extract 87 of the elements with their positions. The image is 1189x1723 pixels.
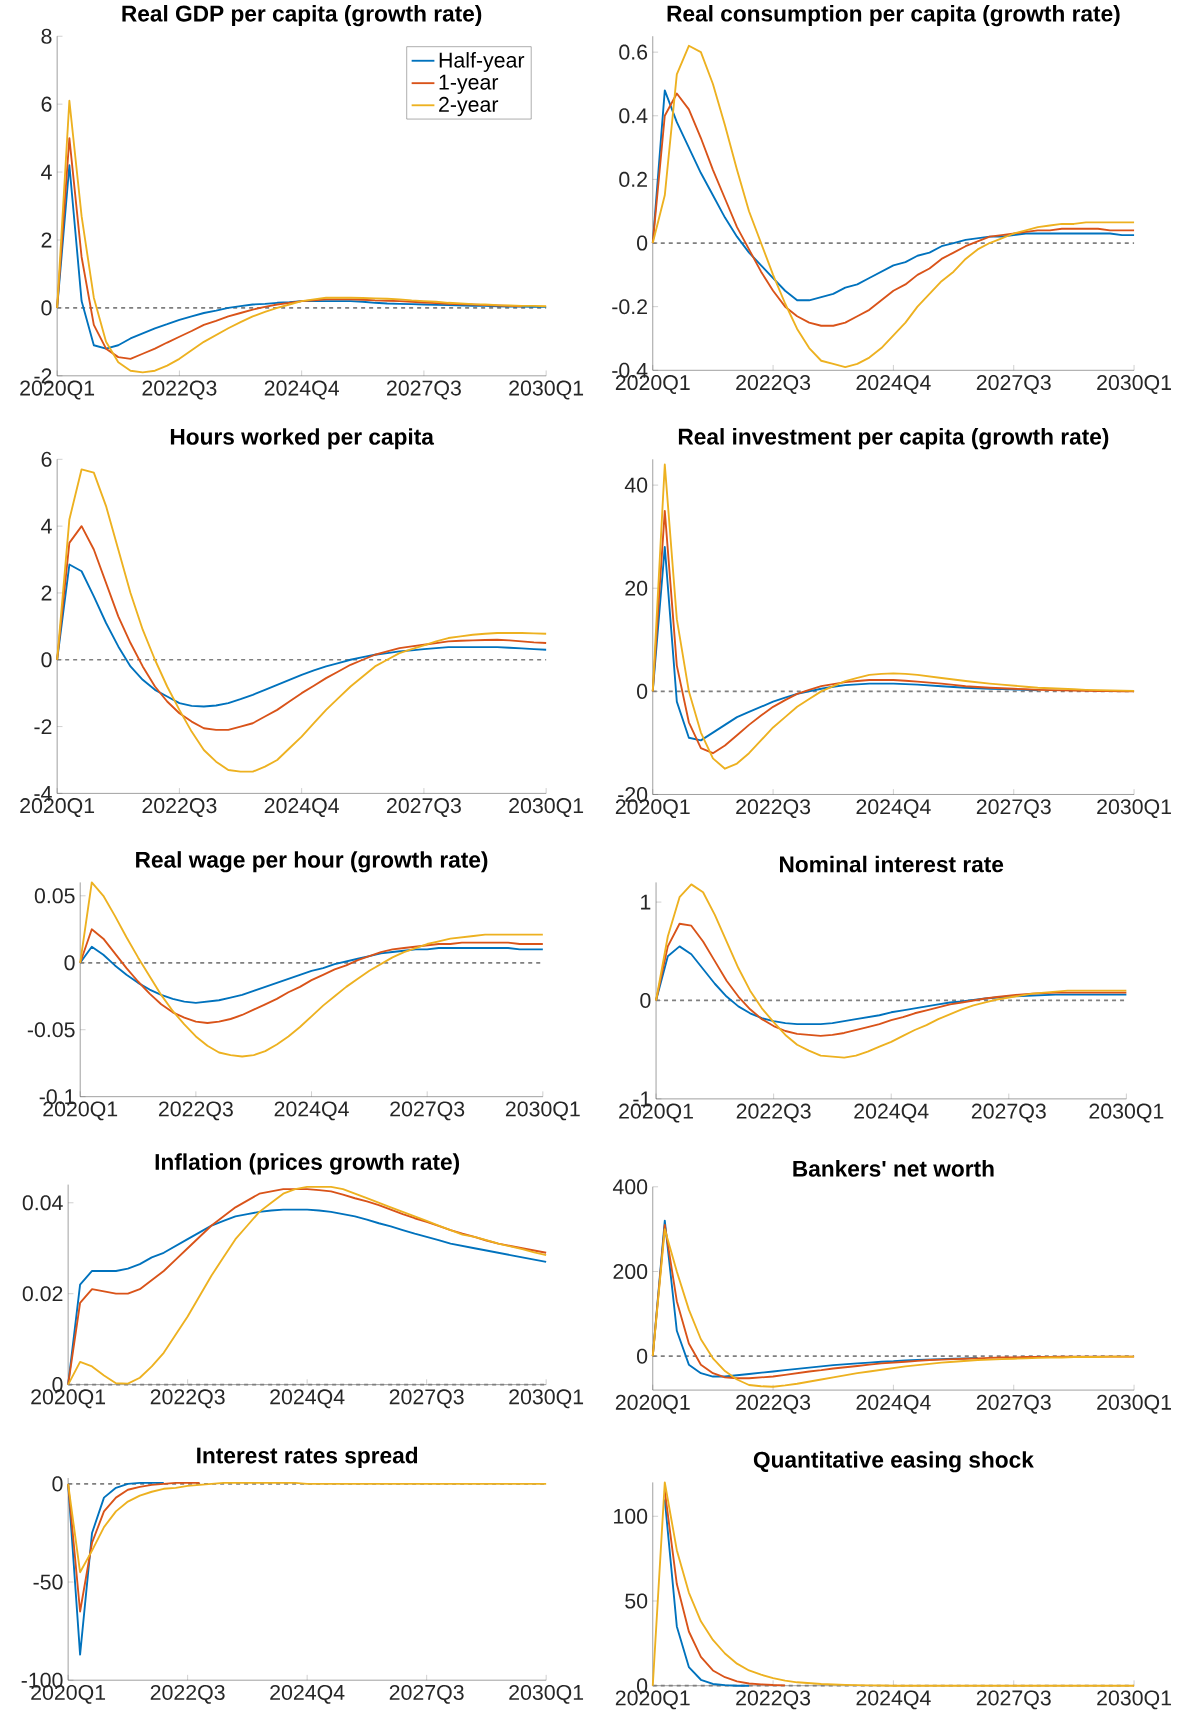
y-tick-label: 0 bbox=[64, 955, 75, 971]
y-tick-label: 0.04 bbox=[22, 1195, 63, 1211]
x-tick-label: 2024Q4 bbox=[274, 1101, 349, 1121]
x-tick-label: 2022Q3 bbox=[736, 799, 811, 819]
x-tick-label: 2030Q1 bbox=[505, 1101, 580, 1121]
legend-label: 1-year bbox=[439, 74, 499, 94]
chart-title: Hours worked per capita bbox=[170, 428, 435, 450]
y-tick-label: 0.05 bbox=[34, 888, 75, 904]
x-tick-label: 2022Q3 bbox=[142, 380, 217, 400]
x-tick-label: 2027Q3 bbox=[387, 798, 461, 818]
x-tick-label: 2030Q1 bbox=[1097, 375, 1171, 394]
x-tick-label: 2024Q4 bbox=[856, 375, 931, 394]
chart-title: Quantitative easing shock bbox=[753, 1451, 1034, 1473]
x-tick-label: 2022Q3 bbox=[158, 1101, 233, 1121]
y-tick-label: 6 bbox=[41, 96, 52, 112]
x-tick-label: 2030Q1 bbox=[509, 380, 584, 400]
y-tick-label: 0.4 bbox=[619, 108, 648, 124]
y-tick-label: 20 bbox=[625, 580, 648, 596]
y-tick-label: 2 bbox=[41, 585, 52, 601]
x-tick-label: 2020Q1 bbox=[615, 1394, 690, 1414]
x-tick-label: 2024Q4 bbox=[270, 1389, 345, 1409]
x-tick-label: 2024Q4 bbox=[854, 1103, 929, 1123]
x-tick-label: 2030Q1 bbox=[1097, 799, 1171, 819]
y-tick-label: 40 bbox=[624, 477, 648, 493]
y-tick-label: 0.6 bbox=[619, 44, 648, 60]
x-tick-label: 2030Q1 bbox=[1089, 1103, 1164, 1123]
line-series bbox=[663, 1489, 787, 1687]
x-tick-label: 2027Q3 bbox=[389, 1684, 464, 1704]
chart-title: Real consumption per capita (growth rate) bbox=[667, 4, 1120, 27]
y-tick-label: 200 bbox=[613, 1263, 648, 1280]
x-tick-label: 2027Q3 bbox=[971, 1103, 1046, 1123]
y-tick-label: 2 bbox=[41, 232, 52, 248]
y-tick-label: -0.05 bbox=[27, 1022, 75, 1038]
chart-title: Inflation (prices growth rate) bbox=[155, 1153, 460, 1175]
y-tick-label: 400 bbox=[612, 1179, 648, 1195]
x-tick-label: 2027Q3 bbox=[389, 1389, 464, 1409]
chart-title: Real wage per hour (growth rate) bbox=[136, 851, 488, 873]
legend-label: Half-year bbox=[439, 52, 525, 72]
y-tick-label: 1 bbox=[641, 894, 651, 910]
chart-title: Bankers' net worth bbox=[793, 1160, 994, 1177]
y-tick-label: 0.2 bbox=[619, 171, 647, 187]
x-tick-label: 2024Q4 bbox=[856, 799, 931, 819]
y-tick-label: 0 bbox=[637, 683, 648, 699]
x-tick-label: 2022Q3 bbox=[142, 798, 217, 818]
x-tick-label: 2024Q4 bbox=[856, 1394, 931, 1414]
y-tick-label: 50 bbox=[625, 1593, 648, 1609]
legend-label: 2-year bbox=[439, 96, 499, 117]
x-tick-label: 2027Q3 bbox=[976, 1394, 1051, 1414]
x-tick-label: 2024Q4 bbox=[264, 380, 339, 400]
y-tick-label: 4 bbox=[41, 518, 52, 534]
chart-title: Real GDP per capita (growth rate) bbox=[122, 4, 482, 27]
x-tick-label: 2030Q1 bbox=[509, 1684, 584, 1704]
y-tick-label: -0.2 bbox=[612, 299, 647, 315]
x-tick-label: 2022Q3 bbox=[736, 1394, 811, 1414]
x-tick-label: 2030Q1 bbox=[1097, 1394, 1171, 1414]
y-tick-label: 0.02 bbox=[22, 1286, 63, 1302]
x-tick-label: 2030Q1 bbox=[509, 1389, 584, 1409]
x-tick-label: 2022Q3 bbox=[736, 1103, 811, 1123]
x-tick-label: 2022Q3 bbox=[736, 1690, 811, 1710]
x-tick-label: 2027Q3 bbox=[976, 375, 1051, 394]
x-tick-label: 2030Q1 bbox=[509, 798, 584, 818]
x-tick-label: 2027Q3 bbox=[976, 1690, 1051, 1710]
x-tick-label: 2022Q3 bbox=[150, 1389, 225, 1409]
y-tick-label: 0 bbox=[637, 235, 648, 251]
y-tick-label: 8 bbox=[41, 28, 52, 44]
y-tick-label: 0 bbox=[41, 652, 52, 668]
chart-title: Interest rates spread bbox=[197, 1446, 418, 1468]
y-tick-label: 0 bbox=[52, 1476, 63, 1492]
y-tick-label: 0 bbox=[637, 1348, 648, 1364]
x-tick-label: 2022Q3 bbox=[150, 1684, 225, 1704]
x-tick-label: 2027Q3 bbox=[390, 1101, 465, 1121]
chart-title: Nominal interest rate bbox=[780, 855, 1004, 873]
y-tick-label: -2 bbox=[34, 719, 52, 735]
y-tick-label: 0 bbox=[41, 300, 52, 316]
y-tick-label: 4 bbox=[41, 164, 52, 180]
y-tick-label: -50 bbox=[33, 1574, 63, 1590]
x-tick-label: 2024Q4 bbox=[270, 1684, 345, 1704]
y-tick-label: 6 bbox=[41, 451, 52, 467]
x-tick-label: 2024Q4 bbox=[264, 798, 339, 818]
x-tick-label: 2024Q4 bbox=[856, 1690, 931, 1710]
y-tick-label: 100 bbox=[614, 1508, 648, 1524]
y-tick-label: 0 bbox=[640, 992, 651, 1009]
x-tick-label: 2022Q3 bbox=[736, 375, 811, 394]
x-tick-label: 2030Q1 bbox=[1097, 1690, 1171, 1710]
chart-title: Real investment per capita (growth rate) bbox=[678, 428, 1109, 450]
x-tick-label: 2027Q3 bbox=[387, 380, 461, 400]
x-tick-label: 2027Q3 bbox=[976, 799, 1051, 819]
